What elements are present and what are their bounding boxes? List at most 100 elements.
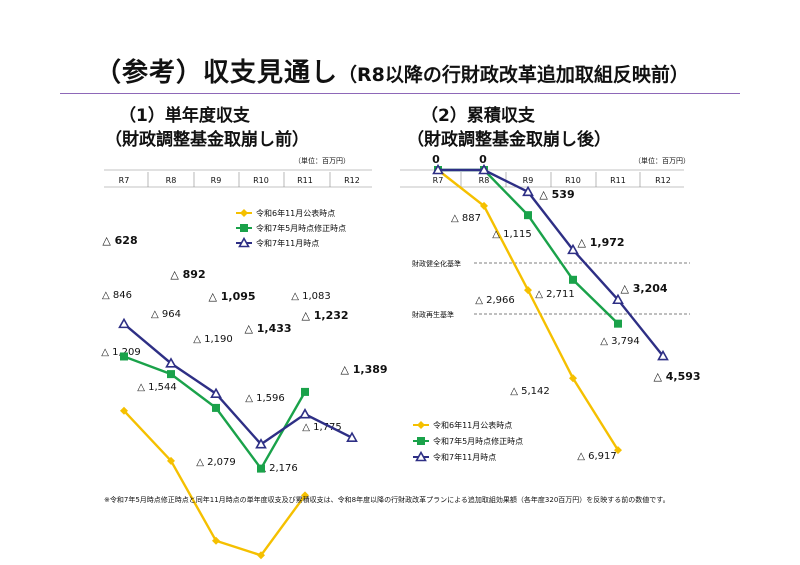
chart2-s3-label-R7: 0 <box>432 153 440 166</box>
chart2-s3-label-R10: △ 1,972 <box>577 236 624 249</box>
chart2-unit-label: （単位：百万円） <box>634 156 690 165</box>
page-title-main: （参考）収支見通し <box>95 58 339 88</box>
chart1-s2-point-R8 <box>167 370 175 379</box>
chart2-s3-label-R11: △ 3,204 <box>620 282 667 295</box>
chart1-s1-label-R8: △ 1,544 <box>137 382 177 393</box>
chart2-s1-point-R11 <box>614 446 622 455</box>
chart1-legend-2-marker <box>240 224 248 232</box>
chart2-s2-label-R11: △ 3,794 <box>600 336 640 347</box>
chart1-legend-1-text: 令和6年11月公表時点 <box>256 208 335 218</box>
chart2-legend-1-marker <box>417 421 425 429</box>
chart1-s3-label-R8: △ 892 <box>170 268 205 281</box>
chart2-refline-2-label: 財政再生基準 <box>412 310 454 319</box>
chart2-xtick-R12: R12 <box>655 176 671 185</box>
chart1-s1-point-R7 <box>120 406 128 415</box>
chart2-s3-label-R8: 0 <box>479 153 487 166</box>
chart2-s1-label-R9: △ 2,966 <box>475 295 515 306</box>
chart2-s3-point-R7 <box>432 163 444 175</box>
chart1-s3-point-R12 <box>346 431 358 442</box>
chart1-s2-label-R7: △ 846 <box>102 290 132 301</box>
chart1-s1-point-R8 <box>167 456 175 465</box>
chart2-s3-label-R12: △ 4,593 <box>653 370 700 383</box>
chart1-s3-point-R7 <box>118 317 130 329</box>
chart1-s1-point-R10 <box>257 551 265 560</box>
chart2-legend-3-text: 令和7年11月時点 <box>433 452 496 462</box>
chart1-s2-point-R9 <box>212 403 220 412</box>
chart1-s2-point-R11 <box>301 387 309 396</box>
chart1-s3-label-R11: △ 1,232 <box>301 309 348 322</box>
chart2-refline-1-label: 財政健全化基準 <box>412 259 461 268</box>
chart1-s3-label-R12: △ 1,389 <box>340 363 387 376</box>
chart1-s3-point-R11 <box>299 408 311 419</box>
chart1-xtick-R11: R11 <box>297 176 313 185</box>
chart2-legend-3-marker <box>415 450 427 462</box>
chart1-s2-label-R10: △ 1,596 <box>245 393 285 404</box>
panel2-subheading: （財政調整基金取崩し後） <box>407 130 611 150</box>
chart1-s2-label-R11: △ 1,083 <box>291 291 331 302</box>
chart2-s3-point-R11 <box>612 293 624 305</box>
chart2-s3-point-R8 <box>478 163 490 175</box>
panel1-title: （1）単年度収支 （財政調整基金取崩し前） <box>105 104 309 152</box>
chart2-s2-point-R9 <box>524 211 532 220</box>
page-title-sub: （R8以降の行財政改革追加取組反映前） <box>338 64 689 86</box>
footnote: ※令和7年5月時点修正時点と同年11月時点の単年度収支及び累積収支は、令和8年度… <box>104 496 670 504</box>
panel2-title: （2）累積収支 （財政調整基金取崩し後） <box>407 104 611 152</box>
chart2-s2-point-R11 <box>614 319 622 328</box>
chart1-s3-point-R8 <box>165 357 177 368</box>
chart1-series-3-line <box>123 322 353 446</box>
chart2-s3-point-R10 <box>567 243 579 255</box>
page-title: （参考）収支見通し（R8以降の行財政改革追加取組反映前） <box>95 52 689 89</box>
chart1-legend-3-marker <box>238 236 250 248</box>
chart1-s1-point-R11 <box>301 491 309 500</box>
chart2-s2-label-R9: △ 1,115 <box>492 229 532 240</box>
chart2-s3-point-R12 <box>657 349 669 361</box>
chart2-s1-label-R8: △ 887 <box>451 213 481 224</box>
chart2-legend-1-text: 令和6年11月公表時点 <box>433 420 512 430</box>
chart2-xtick-R7: R7 <box>433 176 444 185</box>
chart1-s3-point-R9 <box>210 387 222 399</box>
chart1-s3-label-R10: △ 1,433 <box>244 322 291 335</box>
chart1-s3-label-R9: △ 1,095 <box>208 290 255 303</box>
chart2-xtick-R8: R8 <box>479 176 490 185</box>
chart2-s3-label-R9: △ 539 <box>539 188 574 201</box>
panel1-heading: （1）単年度収支 <box>119 106 250 126</box>
panel2-heading: （2）累積収支 <box>421 106 535 126</box>
chart2-xtick-R11: R11 <box>610 176 626 185</box>
chart2-series-3-line <box>438 168 664 357</box>
chart1-xtick-R7: R7 <box>119 176 130 185</box>
chart1-s1-label-R9: △ 2,079 <box>196 457 236 468</box>
chart2-s1-point-R8 <box>480 201 488 210</box>
chart1-s1-point-R9 <box>212 536 220 545</box>
chart2-s3-point-R9 <box>522 185 534 197</box>
chart2-s1-point-R9 <box>524 286 532 295</box>
chart1-s1-label-R11: △ 1,775 <box>302 422 342 433</box>
chart1-s3-label-R7: △ 628 <box>102 234 137 247</box>
panel1-subheading: （財政調整基金取崩し前） <box>105 130 309 150</box>
chart1-legend-3-text: 令和7年11月時点 <box>256 238 319 248</box>
chart1-s2-label-R8: △ 964 <box>151 309 181 320</box>
chart1-xtick-R8: R8 <box>166 176 177 185</box>
chart1-unit-label: （単位：百万円） <box>294 156 350 165</box>
chart2-s1-point-R10 <box>569 374 577 383</box>
chart1-xtick-R9: R9 <box>211 176 222 185</box>
chart2-legend-2-marker <box>417 437 425 445</box>
chart1-s2-label-R9: △ 1,190 <box>193 334 233 345</box>
title-divider <box>60 93 740 94</box>
chart1-s3-point-R10 <box>255 438 267 449</box>
chart2-s2-label-R10: △ 2,711 <box>535 289 575 300</box>
chart1-xtick-R12: R12 <box>344 176 360 185</box>
chart1-s1-label-R10: △ 2,176 <box>258 463 298 474</box>
chart1-s2-point-R7 <box>120 352 128 361</box>
chart1-s2-point-R10 <box>257 464 265 473</box>
chart2-s1-label-R10: △ 5,142 <box>510 386 550 397</box>
chart1-legend-2-text: 令和7年5月時点修正時点 <box>256 223 346 233</box>
chart2-s1-label-R11: △ 6,917 <box>577 451 617 462</box>
chart1-legend-1-marker <box>240 209 248 217</box>
chart2-legend-2-text: 令和7年5月時点修正時点 <box>433 436 523 446</box>
chart1-xtick-R10: R10 <box>253 176 269 185</box>
chart1-series-2-line <box>123 355 307 471</box>
chart2-s2-point-R10 <box>569 275 577 284</box>
chart2-xtick-R10: R10 <box>565 176 581 185</box>
chart2-xtick-R9: R9 <box>523 176 534 185</box>
